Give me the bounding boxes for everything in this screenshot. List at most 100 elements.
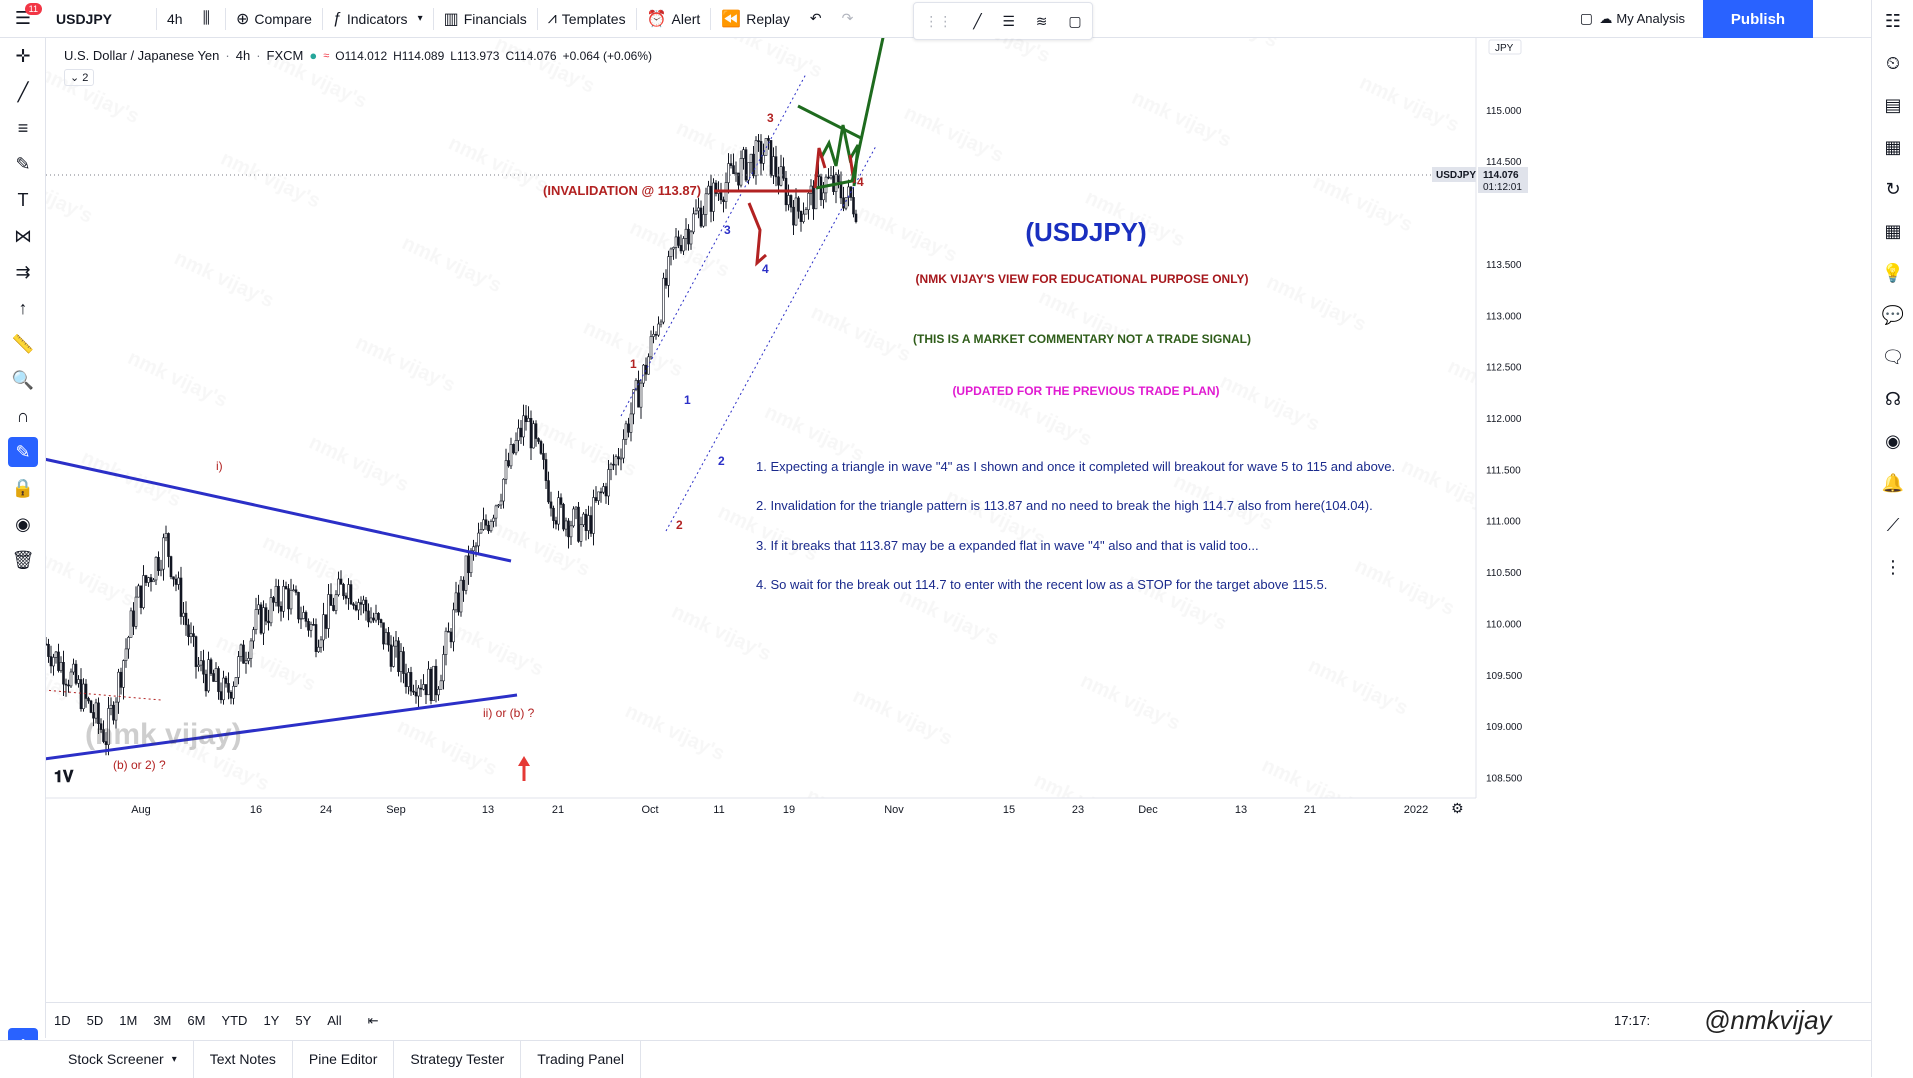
lower-trendline[interactable] [43, 693, 518, 761]
candle-body [64, 683, 68, 686]
replay-button[interactable]: ⏪ Replay [711, 0, 800, 38]
templates-button[interactable]: ⩘ Templates [538, 0, 636, 38]
fib-tool-icon[interactable]: ☰ [1002, 12, 1015, 29]
candle-body [847, 186, 850, 198]
range-ytd[interactable]: YTD [221, 1013, 248, 1028]
menu-button[interactable]: ☰ 11 [0, 0, 46, 38]
eye-icon[interactable]: ◉ [15, 513, 31, 534]
upper-trendline[interactable] [43, 457, 512, 563]
order-panel-icon[interactable]: ⟋ [1886, 514, 1900, 535]
candle-body [239, 644, 243, 657]
range-1m[interactable]: 1M [119, 1013, 138, 1028]
range-all[interactable]: All [327, 1013, 342, 1028]
financials-button[interactable]: ▥ Financials [434, 0, 537, 38]
ideas-icon[interactable]: 💡 [1881, 262, 1905, 283]
lock-icon[interactable]: 🔒 [11, 477, 35, 498]
indicators-button[interactable]: ƒ Indicators ▾ [323, 0, 433, 38]
tab-stock-screener[interactable]: Stock Screener ▾ [52, 1040, 194, 1078]
drag-handle-icon[interactable]: ⋮⋮ [924, 12, 953, 29]
chats-icon[interactable]: 🗨 [1881, 346, 1905, 367]
trend-line-icon[interactable]: ╱ [17, 81, 29, 102]
candle-body [649, 336, 653, 358]
notifications-icon[interactable]: 🔔 [1881, 472, 1905, 493]
candle-body [604, 486, 608, 497]
legend-collapse-button[interactable]: ⌄ 2 [64, 69, 95, 86]
chevron-down-icon: ⌄ [70, 72, 80, 84]
watchlist-icon[interactable]: ☷ [1884, 10, 1902, 31]
symbol-price-tag [1432, 167, 1476, 182]
candle-body [687, 228, 690, 245]
candle-body [477, 532, 480, 547]
arrow-up-icon[interactable]: ↑ [18, 297, 28, 318]
magnet-icon[interactable]: ∩ [16, 405, 30, 426]
broadcast-icon[interactable]: ◉ [1885, 430, 1901, 451]
axis-settings-icon[interactable]: ⚙ [1451, 800, 1464, 816]
rectangle-tool-icon[interactable]: ▢ [1068, 12, 1082, 29]
data-window-icon[interactable]: ▤ [1884, 94, 1902, 115]
clock-display[interactable]: 17:17: [1614, 1013, 1651, 1028]
symbol-search-button[interactable]: USDJPY [56, 10, 113, 27]
alert-button[interactable]: ⏰ Alert [637, 0, 711, 38]
triangle-lower-line[interactable] [815, 179, 853, 190]
channel-tool-icon[interactable]: ≋ [1035, 12, 1048, 29]
tab-text-notes[interactable]: Text Notes [194, 1040, 293, 1078]
candle-body [324, 614, 328, 629]
goto-date-icon[interactable]: ⇤ [367, 1012, 379, 1028]
triangle-upper-line[interactable] [797, 104, 862, 140]
candle-body [692, 213, 695, 233]
candle-body [564, 520, 568, 530]
breakout-projection[interactable] [850, 32, 886, 183]
candle-body [757, 140, 760, 142]
chat-icon[interactable]: 💬 [1881, 304, 1905, 325]
news-icon[interactable]: ▦ [1884, 136, 1902, 157]
legend-low: L113.973 [450, 48, 500, 63]
candle-body [787, 195, 790, 206]
hotlist-icon[interactable]: ↻ [1885, 178, 1901, 199]
redo-button[interactable]: ↷ [832, 0, 864, 38]
candle-body [409, 672, 413, 692]
dom-icon[interactable]: ⋮ [1884, 556, 1902, 577]
undo-button[interactable]: ↶ [800, 0, 832, 38]
range-5y[interactable]: 5Y [295, 1013, 312, 1028]
wave-label-i: i) [216, 459, 223, 473]
time-tick-label: Aug [131, 804, 151, 816]
currency-button[interactable] [1488, 39, 1522, 55]
zoom-in-icon[interactable]: 🔍 [11, 369, 35, 390]
interval-button[interactable]: 4h [167, 10, 183, 27]
alerts-clock-icon[interactable]: ⏲ [1885, 52, 1901, 73]
candle-body [232, 685, 235, 699]
forecast-tool-icon[interactable]: ⇉ [15, 261, 31, 282]
candle-body [777, 176, 780, 186]
ruler-icon[interactable]: 📏 [11, 333, 35, 354]
range-3m[interactable]: 3M [153, 1013, 172, 1028]
trash-icon[interactable]: 🗑 [11, 549, 35, 570]
range-6m[interactable]: 6M [187, 1013, 206, 1028]
tab-strategy-tester[interactable]: Strategy Tester [394, 1040, 522, 1078]
tab-trading-panel[interactable]: Trading Panel [521, 1040, 641, 1078]
text-tool-icon[interactable]: T [17, 189, 29, 210]
my-analysis-button[interactable]: ☁ My Analysis [1589, 0, 1695, 38]
tab-pine-editor[interactable]: Pine Editor [293, 1040, 395, 1078]
candle-body [334, 594, 338, 611]
chart-type-button[interactable]: ⫼ [193, 0, 225, 38]
streams-icon[interactable]: ☊ [1885, 388, 1901, 409]
pattern-tool-icon[interactable]: ⋈ [14, 225, 32, 246]
crosshair-icon[interactable]: ✛ [15, 45, 31, 66]
candle-body [54, 651, 58, 658]
calendar-icon[interactable]: ▦ [1884, 220, 1902, 241]
range-5d[interactable]: 5D [86, 1013, 104, 1028]
brush-icon[interactable]: ✎ [15, 153, 31, 174]
range-1d[interactable]: 1D [54, 1013, 71, 1028]
candle-body [837, 174, 840, 183]
candle-body [79, 679, 83, 709]
publish-button[interactable]: Publish [1703, 0, 1813, 38]
line-tool-icon[interactable]: ╱ [973, 12, 982, 29]
layout-button[interactable]: ▢ [1570, 0, 1603, 38]
range-1y[interactable]: 1Y [263, 1013, 280, 1028]
candles [44, 133, 858, 756]
compare-button[interactable]: ⊕ Compare [226, 0, 322, 38]
stay-in-drawing-icon[interactable]: ✎ [8, 437, 38, 467]
fib-retracement-icon[interactable]: ≡ [17, 117, 29, 138]
